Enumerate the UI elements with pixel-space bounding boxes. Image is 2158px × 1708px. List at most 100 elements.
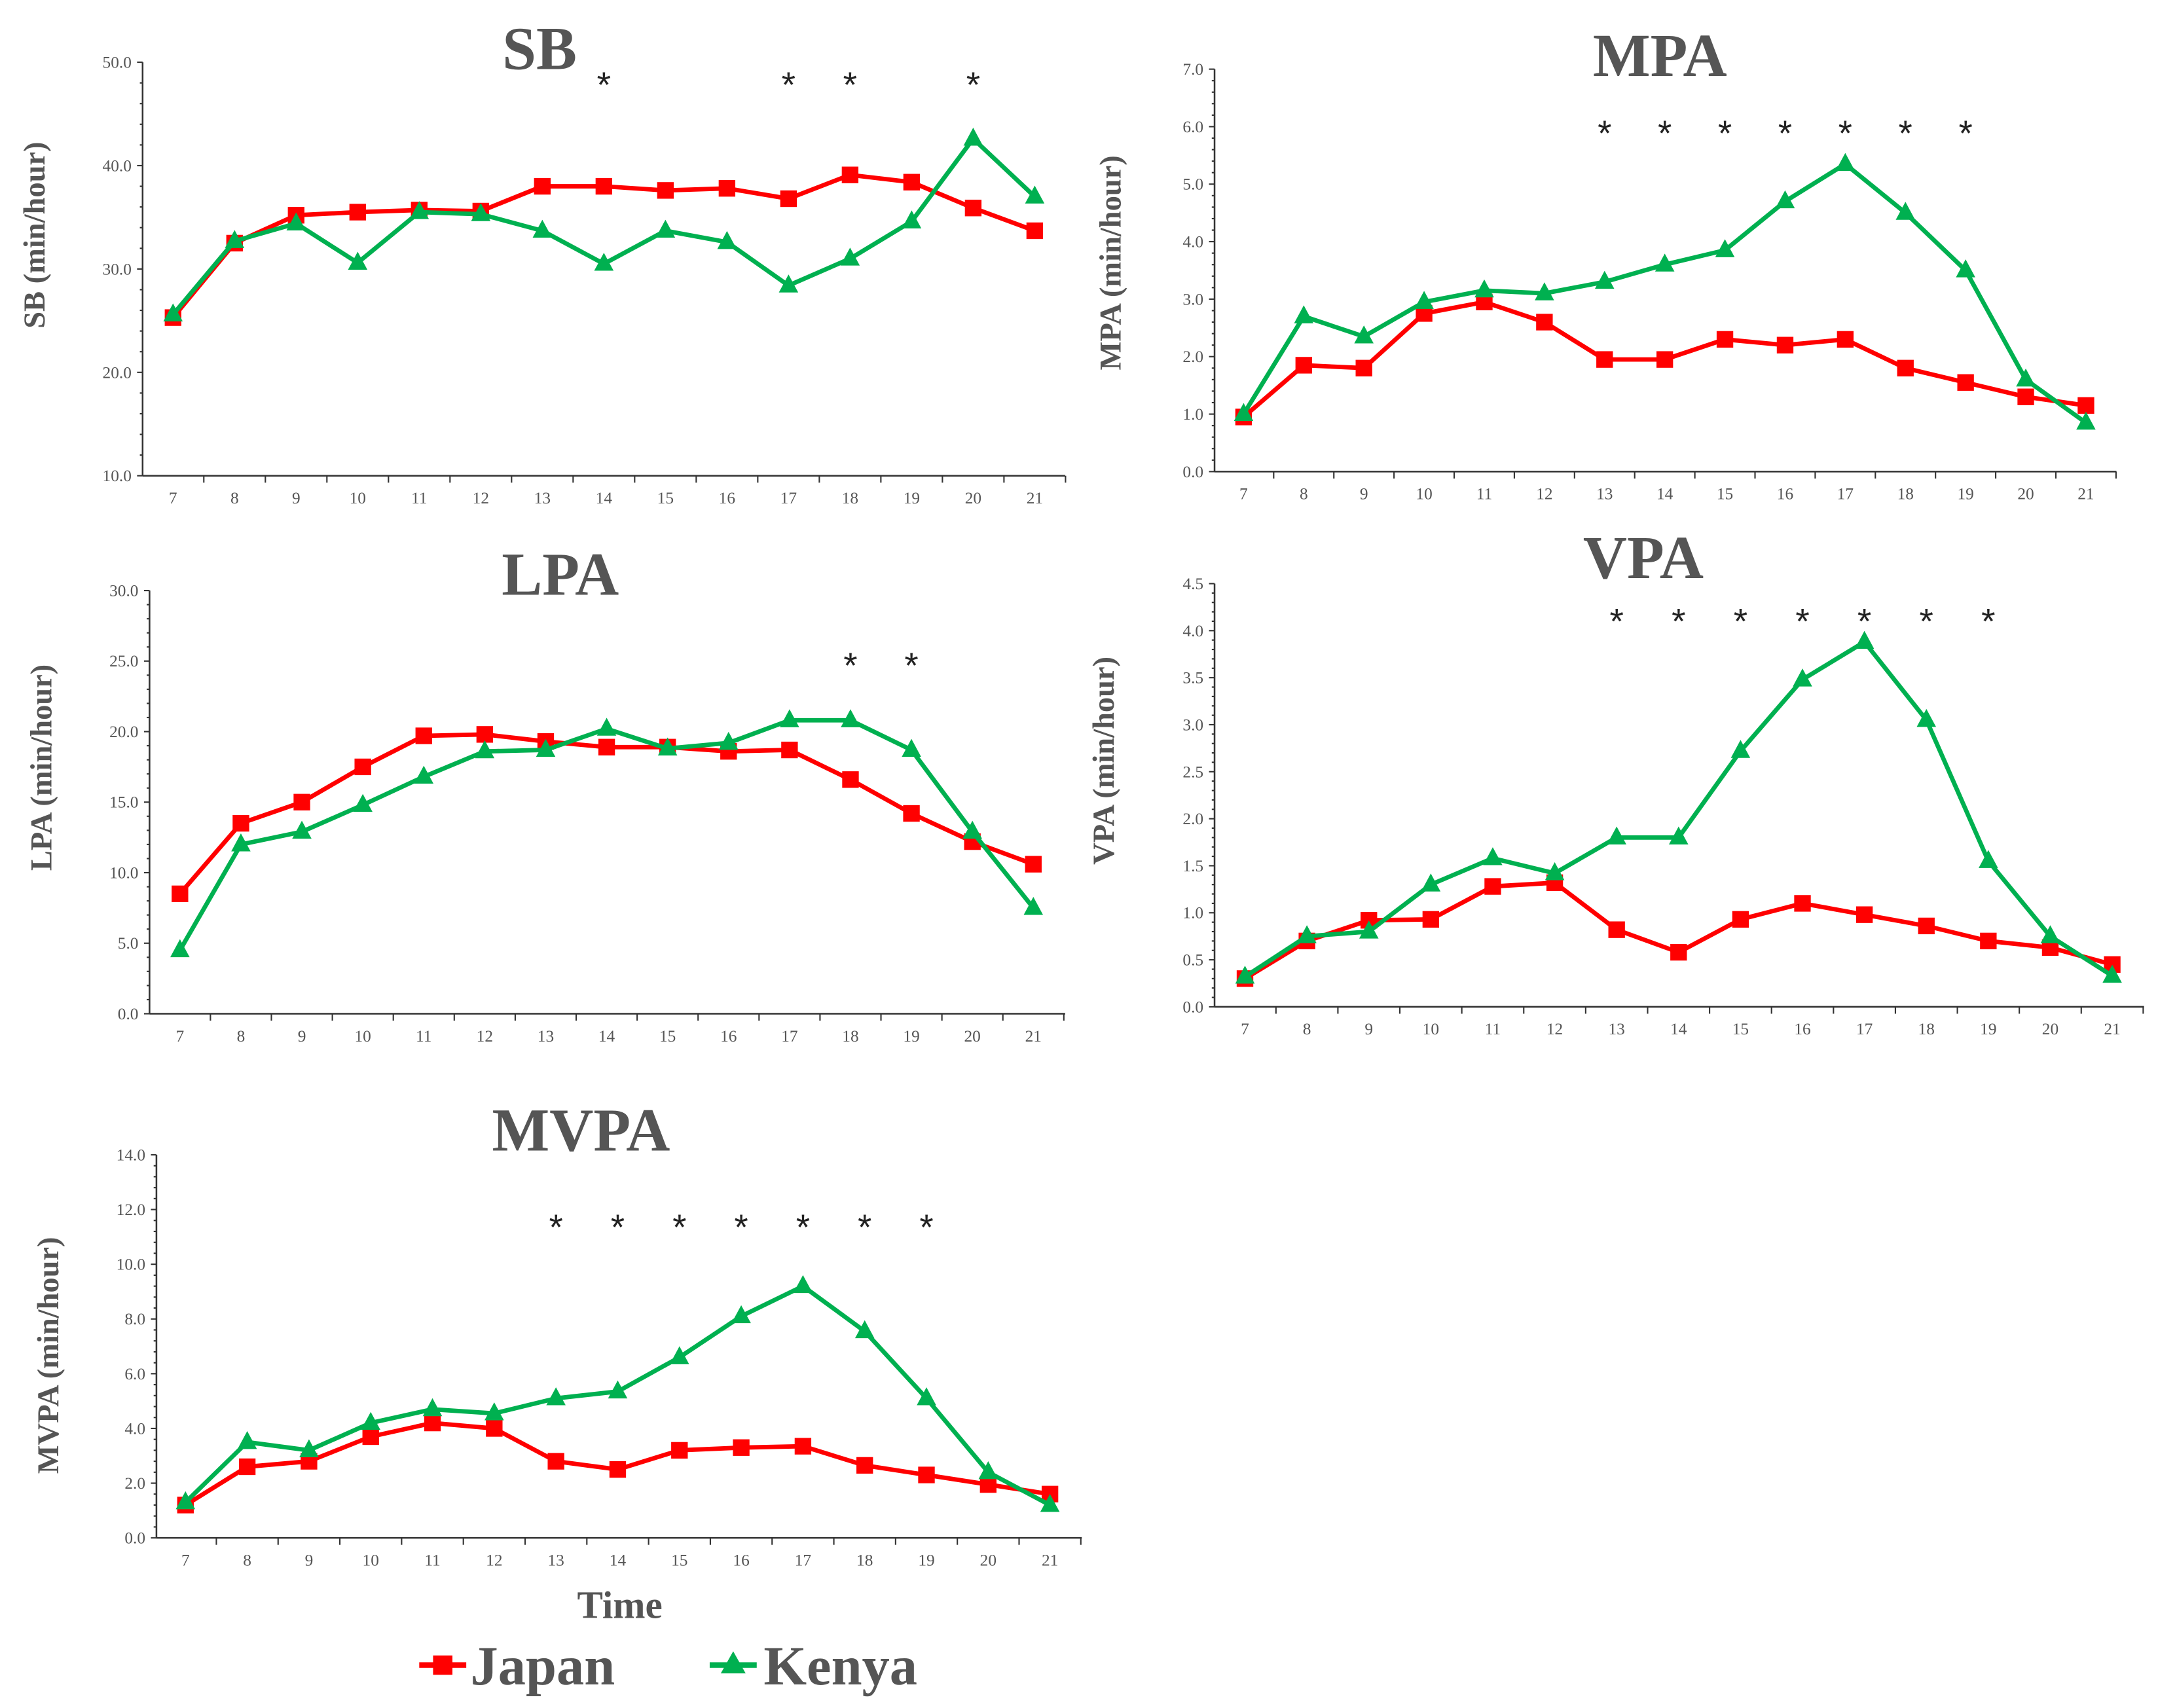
data-point-triangle — [348, 251, 368, 270]
series-kenya — [1234, 153, 2096, 430]
x-tick-label: 21 — [2104, 1020, 2120, 1038]
data-point-triangle — [717, 230, 737, 249]
significance-star: * — [782, 64, 796, 105]
x-tick-label: 10 — [1416, 485, 1432, 503]
y-tick-label: 6.0 — [124, 1365, 145, 1383]
data-point-square — [671, 1442, 688, 1459]
legend-kenya-triangle-marker — [720, 1651, 746, 1674]
series-kenya — [175, 1275, 1060, 1512]
data-point-triangle — [1354, 325, 1374, 344]
x-tick-label: 19 — [918, 1551, 934, 1569]
y-axis-label: MPA (min/hour) — [1094, 155, 1127, 370]
data-point-triangle — [1956, 259, 1975, 278]
data-point-square — [1295, 357, 1312, 374]
data-point-triangle — [1715, 239, 1735, 257]
y-tick-label: 2.0 — [1182, 348, 1203, 366]
x-tick-label: 18 — [1897, 485, 1914, 503]
data-point-square — [733, 1439, 750, 1456]
y-tick-label: 10.0 — [109, 863, 138, 882]
x-tick-label: 7 — [181, 1551, 190, 1569]
data-point-square — [1025, 856, 1042, 873]
x-tick-label: 21 — [1027, 489, 1043, 507]
chart-title: VPA — [1583, 524, 1704, 592]
series-japan — [1235, 293, 2094, 426]
significance-star: * — [1899, 113, 1912, 153]
data-point-triangle — [471, 203, 491, 221]
x-tick-label: 9 — [292, 489, 301, 507]
data-point-triangle — [1023, 896, 1044, 915]
legend-japan-square-marker — [433, 1655, 453, 1675]
x-tick-label: 13 — [547, 1551, 564, 1569]
data-point-triangle — [1916, 708, 1937, 727]
data-point-triangle — [1835, 153, 1856, 172]
x-axis-label: Time — [577, 1584, 662, 1627]
x-tick-label: 7 — [1239, 485, 1248, 503]
y-tick-label: 0.0 — [1182, 463, 1203, 481]
legend-item-kenya: Kenya — [709, 1636, 917, 1697]
data-point-square — [780, 190, 797, 208]
data-point-triangle — [1040, 1494, 1060, 1512]
x-tick-label: 19 — [903, 1027, 919, 1045]
data-point-triangle — [1607, 826, 1626, 845]
chart-mvpa: MVPA MVPA (min/hour) 0.0 2.0 4.0 6.0 8.0 10.0 12… — [32, 1097, 1082, 1569]
significance-star: * — [734, 1207, 748, 1247]
data-point-square — [856, 1457, 873, 1474]
data-point-triangle — [2102, 964, 2122, 983]
x-tick-label: 14 — [596, 489, 613, 507]
significance-star: * — [1857, 601, 1871, 642]
data-point-square — [657, 182, 674, 199]
significance-star: * — [1672, 601, 1685, 642]
legend-kenya-label: Kenya — [763, 1636, 917, 1697]
x-tick-label: 21 — [1042, 1551, 1058, 1569]
data-point-triangle — [1655, 253, 1675, 272]
data-point-triangle — [669, 1346, 689, 1364]
data-point-square — [1856, 906, 1873, 923]
significance-star: * — [858, 1207, 871, 1247]
x-tick-label: 14 — [1670, 1020, 1687, 1038]
y-tick-label: 1.0 — [1182, 904, 1203, 922]
data-point-square — [1918, 917, 1935, 935]
y-tick-label: 10.0 — [117, 1256, 145, 1274]
x-tick-label: 10 — [354, 1027, 371, 1045]
x-tick-label: 8 — [1300, 485, 1308, 503]
x-tick-label: 15 — [671, 1551, 687, 1569]
y-tick-label: 12.0 — [117, 1201, 145, 1219]
data-point-square — [1897, 359, 1914, 376]
data-point-triangle — [237, 1430, 257, 1449]
significance-star: * — [843, 645, 857, 685]
significance-star: * — [1981, 601, 1995, 642]
significance-star: * — [1609, 601, 1623, 642]
data-point-triangle — [840, 247, 860, 266]
x-tick-label: 8 — [1303, 1020, 1311, 1038]
data-point-triangle — [361, 1411, 381, 1430]
x-tick-label: 20 — [2042, 1020, 2058, 1038]
data-point-square — [781, 741, 798, 759]
data-point-triangle — [962, 820, 982, 839]
data-point-triangle — [1535, 282, 1554, 300]
significance-star: * — [611, 1207, 625, 1247]
data-point-triangle — [841, 709, 860, 727]
significance-star: * — [672, 1207, 686, 1247]
data-point-triangle — [353, 793, 373, 812]
data-point-triangle — [1483, 847, 1503, 865]
x-tick-label: 9 — [305, 1551, 314, 1569]
data-point-triangle — [1421, 873, 1441, 892]
y-tick-label: 30.0 — [103, 260, 132, 278]
data-point-square — [293, 793, 310, 810]
chart-lpa: LPA LPA (min/hour) 0.0 5.0 10.0 15.0 20.0 25.0 3… — [25, 541, 1065, 1045]
x-tick-label: 9 — [1364, 1020, 1373, 1038]
series-line-japan — [1243, 880, 2113, 981]
y-tick-label: 10.0 — [103, 467, 132, 485]
y-tick-label: 40.0 — [103, 156, 132, 175]
data-point-triangle — [902, 738, 921, 757]
data-point-triangle — [1793, 668, 1812, 687]
significance-star: * — [843, 64, 857, 105]
data-point-triangle — [594, 253, 614, 271]
data-point-square — [718, 180, 736, 197]
x-tick-label: 15 — [1732, 1020, 1749, 1038]
data-point-triangle — [414, 765, 434, 784]
legend: Japan Kenya — [419, 1636, 917, 1697]
data-point-triangle — [596, 718, 617, 736]
data-point-square — [964, 200, 982, 217]
x-tick-label: 8 — [230, 489, 239, 507]
